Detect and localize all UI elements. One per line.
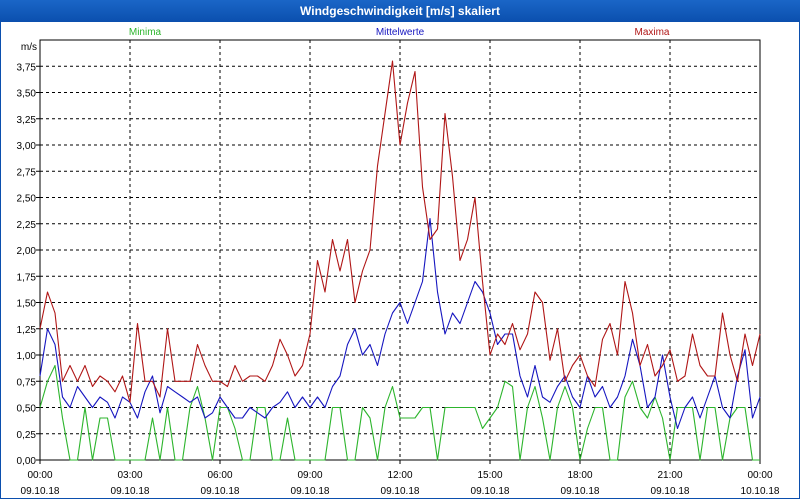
y-tick-label: 2,50 xyxy=(17,194,37,205)
y-tick-label: 1,75 xyxy=(17,272,37,283)
x-tick-time: 03:00 xyxy=(117,470,142,481)
x-tick-date: 09.10.18 xyxy=(651,486,690,497)
y-tick-label: 3,25 xyxy=(17,115,37,126)
x-tick-date: 10.10.18 xyxy=(741,486,780,497)
x-tick-date: 09.10.18 xyxy=(471,486,510,497)
y-tick-label: 0,25 xyxy=(17,430,37,441)
x-tick-date: 09.10.18 xyxy=(291,486,330,497)
x-tick-time: 21:00 xyxy=(657,470,682,481)
series-lines xyxy=(39,60,761,461)
legend-mittelwerte: Mittelwerte xyxy=(376,27,425,38)
grid-lines xyxy=(40,40,760,460)
x-axis-ticks: 00:00 09.10.18 03:00 09.10.18 06:00 09.10.18 0… xyxy=(21,460,780,497)
y-tick-label: 0,00 xyxy=(17,456,37,467)
y-tick-label: 1,25 xyxy=(17,325,37,336)
x-tick-date: 09.10.18 xyxy=(201,486,240,497)
x-tick-time: 18:00 xyxy=(567,470,592,481)
y-tick-label: 2,25 xyxy=(17,220,37,231)
y-tick-label: 2,75 xyxy=(17,167,37,178)
series-minima-line xyxy=(39,364,760,461)
x-tick-date: 09.10.18 xyxy=(381,486,420,497)
y-tick-label: 1,50 xyxy=(17,299,37,310)
y-tick-label: 1,00 xyxy=(17,351,37,362)
y-tick-label: 0,50 xyxy=(17,404,37,415)
y-tick-label: 3,75 xyxy=(17,62,37,73)
x-tick-time: 06:00 xyxy=(207,470,232,481)
x-tick-time: 00:00 xyxy=(747,470,772,481)
y-axis-ticks: 0,00 0,25 0,50 0,75 1,00 1,25 1,50 1,75 2,00 2,25… xyxy=(17,62,40,467)
x-tick-time: 09:00 xyxy=(297,470,322,481)
x-tick-date: 09.10.18 xyxy=(111,486,150,497)
y-tick-label: 2,00 xyxy=(17,246,37,257)
x-tick-time: 12:00 xyxy=(387,470,412,481)
legend-maxima: Maxima xyxy=(634,27,669,38)
chart-title: Windgeschwindigkeit [m/s] skaliert xyxy=(0,0,800,22)
series-maxima-line xyxy=(39,60,761,403)
x-tick-date: 09.10.18 xyxy=(21,486,60,497)
x-tick-time: 15:00 xyxy=(477,470,502,481)
y-tick-label: 0,75 xyxy=(17,377,37,388)
y-tick-label: 3,50 xyxy=(17,89,37,100)
y-axis-unit-label: m/s xyxy=(21,42,37,53)
legend-minima: Minima xyxy=(129,27,162,38)
y-tick-label: 3,00 xyxy=(17,141,37,152)
x-tick-date: 09.10.18 xyxy=(561,486,600,497)
x-tick-time: 00:00 xyxy=(27,470,52,481)
